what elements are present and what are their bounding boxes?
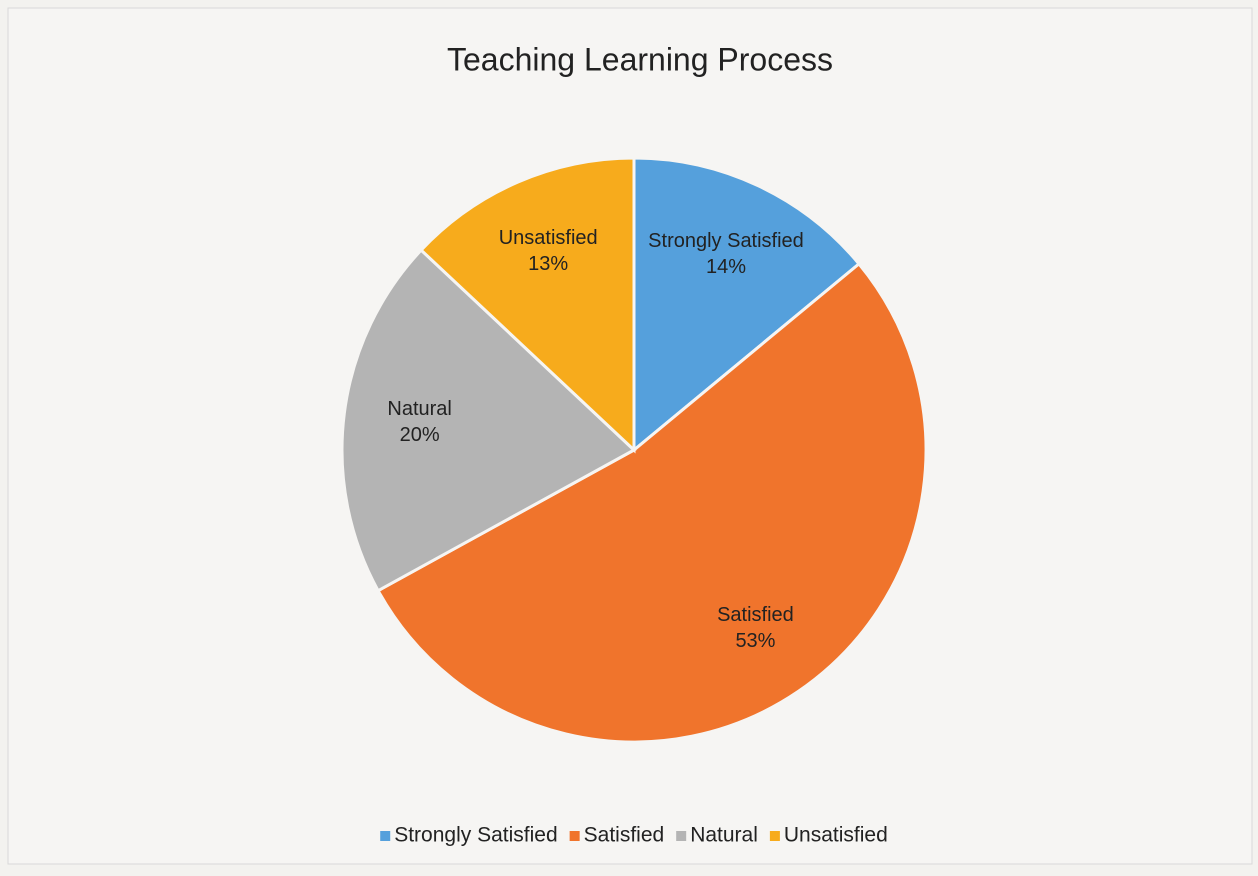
pie-slice <box>340 247 637 593</box>
legend-swatch <box>769 831 780 841</box>
legend-swatch <box>569 831 580 841</box>
slice-label: Unsatisfied <box>499 227 598 249</box>
legend-label: Unsatisfied <box>784 824 888 847</box>
slice-value-label: 14% <box>706 256 746 278</box>
slice-value-label: 13% <box>528 253 568 275</box>
slice-label: Satisfied <box>717 604 794 626</box>
legend-swatch <box>380 831 391 841</box>
legend-label: Satisfied <box>584 824 665 847</box>
slice-label: Natural <box>387 398 451 420</box>
chart-title: Teaching Learning Process <box>447 41 833 77</box>
pie-slice <box>376 261 928 744</box>
legend-swatch <box>676 831 687 841</box>
pie-slice <box>419 156 636 454</box>
legend-label: Natural <box>690 824 758 847</box>
slice-value-label: 53% <box>735 630 775 652</box>
slice-value-label: 20% <box>400 424 440 446</box>
legend-label: Strongly Satisfied <box>394 824 557 847</box>
slice-label: Strongly Satisfied <box>648 230 804 252</box>
pie-slice <box>632 156 862 454</box>
